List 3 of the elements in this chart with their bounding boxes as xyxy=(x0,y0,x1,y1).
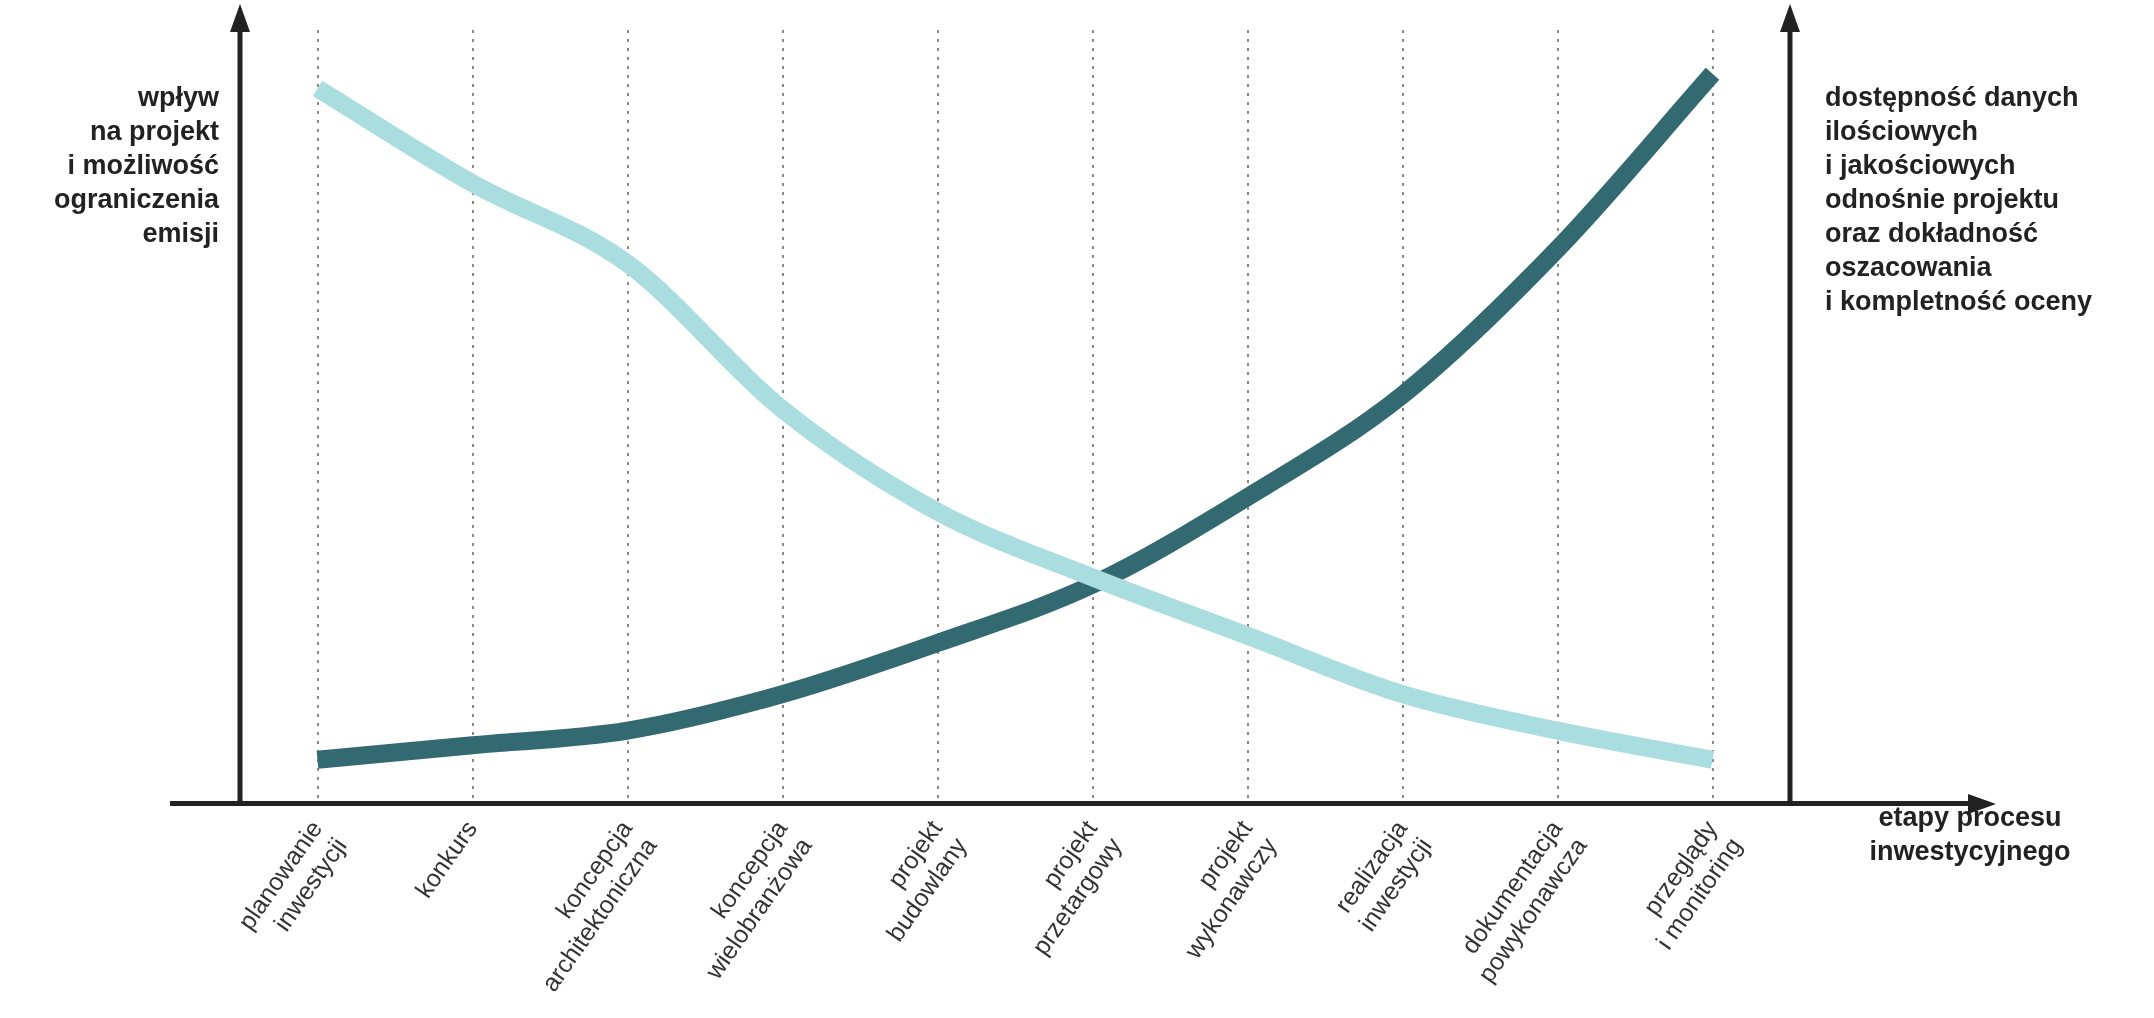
x-axis-title: etapy procesu inwestycyjnego xyxy=(1868,801,2072,868)
y-axis-title: wpływ na projekt i możliwość ograniczenia emisji xyxy=(53,81,219,250)
y2-axis-title: dostępność danych ilościowych i jakościowych odnośnie projektu oraz dokładność oszacowania i kompletność oceny xyxy=(1825,81,2093,318)
